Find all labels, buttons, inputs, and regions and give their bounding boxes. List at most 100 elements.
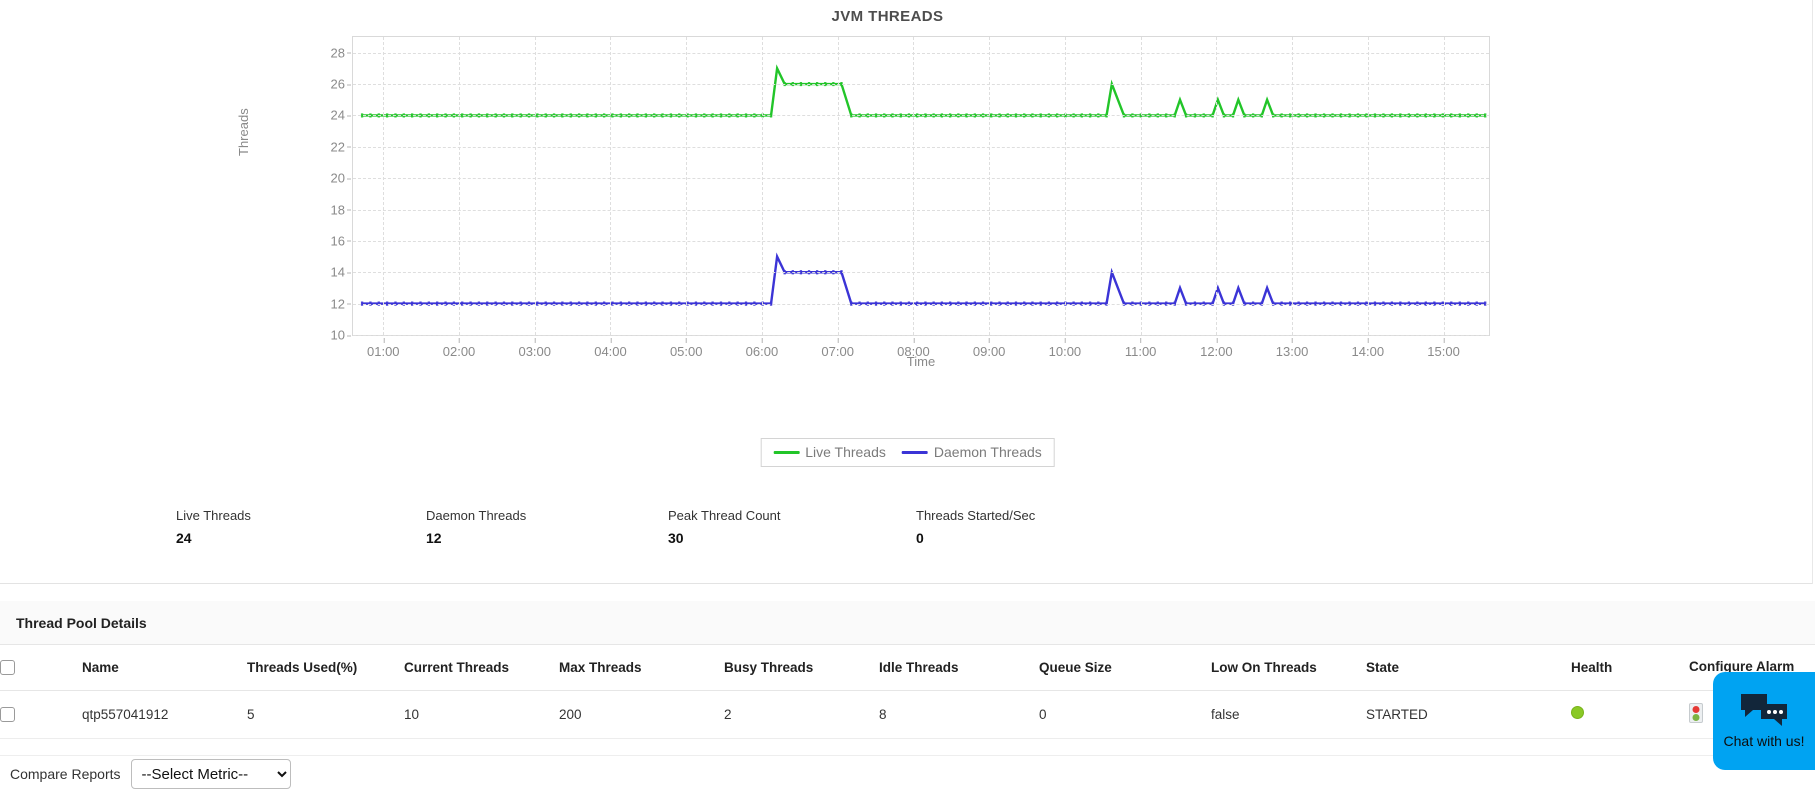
grid-line bbox=[353, 146, 1489, 148]
legend-item-live-threads[interactable]: Live Threads bbox=[773, 444, 886, 460]
table-row[interactable]: qtp557041912 5 10 200 2 8 0 false STARTE… bbox=[0, 690, 1815, 739]
x-axis-tick: 06:00 bbox=[745, 338, 779, 359]
chat-with-us-widget[interactable]: Chat with us! bbox=[1713, 672, 1815, 770]
grid-line bbox=[989, 37, 991, 335]
cell-name: qtp557041912 bbox=[82, 690, 247, 739]
column-header-threads-used[interactable]: Threads Used(%) bbox=[247, 645, 404, 691]
grid-line bbox=[913, 37, 915, 335]
column-header-idle-threads[interactable]: Idle Threads bbox=[879, 645, 1039, 691]
x-axis-tick: 02:00 bbox=[442, 338, 476, 359]
cell-max-threads: 200 bbox=[559, 690, 724, 739]
select-all-checkbox[interactable] bbox=[0, 660, 15, 676]
grid-line bbox=[1443, 37, 1445, 335]
y-axis-tick: 14 bbox=[330, 264, 352, 280]
y-axis-tick: 10 bbox=[330, 327, 352, 343]
column-header-current-threads[interactable]: Current Threads bbox=[404, 645, 559, 691]
metric-peak-thread-count: Peak Thread Count 30 bbox=[668, 508, 781, 546]
x-axis-tick: 13:00 bbox=[1275, 338, 1309, 359]
x-axis-label: Time bbox=[906, 354, 936, 369]
legend-swatch-icon bbox=[901, 450, 928, 454]
y-axis-tick: 22 bbox=[330, 139, 352, 155]
x-axis-tick: 11:00 bbox=[1124, 338, 1157, 359]
y-axis-tick: 24 bbox=[330, 107, 352, 123]
series-markers bbox=[361, 84, 1486, 115]
page-title: JVM THREADS bbox=[831, 8, 944, 25]
metric-label: Live Threads bbox=[176, 508, 251, 523]
plot-box: 28 26 24 22 20 18 16 14 12 10 01:00 02:00 03:00 04:00… bbox=[331, 36, 1490, 359]
metric-threads-started-per-sec: Threads Started/Sec 0 bbox=[916, 508, 1035, 546]
cell-state: STARTED bbox=[1366, 690, 1571, 739]
metric-live-threads: Live Threads 24 bbox=[176, 508, 251, 546]
chart-plot-area: Threads 28 26 24 22 20 18 16 14 12 10 01:00 02:00 03… bbox=[236, 36, 1490, 381]
select-all-header bbox=[0, 645, 82, 691]
grid-line bbox=[353, 335, 1489, 336]
x-axis-tick: 08:00 bbox=[897, 338, 930, 359]
metric-value: 0 bbox=[916, 530, 924, 546]
summary-metrics: Live Threads 24 Daemon Threads 12 Peak T… bbox=[0, 508, 1100, 568]
grid-line bbox=[353, 303, 1489, 305]
column-header-name[interactable]: Name bbox=[82, 645, 247, 691]
column-header-low-on-threads[interactable]: Low On Threads bbox=[1211, 645, 1366, 691]
metric-label: Peak Thread Count bbox=[668, 508, 781, 523]
grid-line bbox=[1064, 37, 1066, 335]
cell-current-threads: 10 bbox=[404, 690, 559, 739]
x-axis-tick: 07:00 bbox=[821, 338, 854, 359]
chat-widget-label: Chat with us! bbox=[1723, 733, 1805, 750]
metric-label: Daemon Threads bbox=[426, 508, 527, 523]
compare-reports-label: Compare Reports bbox=[10, 766, 121, 782]
x-axis-tick: 09:00 bbox=[972, 338, 1006, 359]
grid-line bbox=[353, 272, 1489, 274]
row-checkbox[interactable] bbox=[0, 707, 15, 723]
metric-select[interactable]: --Select Metric-- bbox=[130, 759, 291, 789]
y-axis-label: Threads bbox=[236, 108, 251, 156]
x-axis-tick: 12:00 bbox=[1200, 338, 1233, 359]
x-axis-tick: 15:00 bbox=[1427, 338, 1460, 359]
column-header-busy-threads[interactable]: Busy Threads bbox=[724, 645, 879, 691]
metric-value: 30 bbox=[668, 530, 684, 546]
thread-pool-table: Name Threads Used(%) Current Threads Max… bbox=[0, 645, 1815, 739]
x-axis-tick: 01:00 bbox=[367, 338, 400, 359]
cell-low-on-threads: false bbox=[1211, 690, 1366, 739]
right-edge-divider bbox=[1812, 0, 1815, 584]
column-header-state[interactable]: State bbox=[1366, 645, 1571, 691]
column-header-max-threads[interactable]: Max Threads bbox=[559, 645, 724, 691]
y-axis-tick: 28 bbox=[330, 45, 352, 61]
chart-legend: Live Threads Daemon Threads bbox=[760, 438, 1055, 467]
y-axis-tick: 26 bbox=[330, 76, 352, 92]
grid-line bbox=[686, 37, 688, 335]
grid-line bbox=[383, 37, 385, 335]
grid-line bbox=[353, 178, 1489, 180]
metric-value: 12 bbox=[426, 530, 442, 546]
grid-line bbox=[353, 52, 1489, 54]
grid-line bbox=[353, 84, 1489, 86]
series-line-daemon-threads bbox=[362, 257, 1485, 304]
series-line-live-threads bbox=[362, 68, 1485, 115]
legend-swatch-icon bbox=[773, 450, 800, 454]
compare-reports-bar: Compare Reports --Select Metric-- bbox=[0, 755, 1815, 792]
series-markers bbox=[361, 272, 1486, 303]
jvm-threads-chart-card: JVM THREADS Threads 28 26 24 22 20 18 16 14 12 10… bbox=[0, 0, 1815, 584]
grid-line bbox=[1292, 37, 1294, 335]
traffic-light-icon[interactable] bbox=[1689, 702, 1703, 723]
grid-line bbox=[353, 115, 1489, 117]
cell-health bbox=[1571, 690, 1689, 739]
column-header-health[interactable]: Health bbox=[1571, 645, 1689, 691]
legend-item-daemon-threads[interactable]: Daemon Threads bbox=[901, 444, 1042, 460]
grid-line bbox=[837, 37, 839, 335]
grid-line bbox=[534, 37, 536, 335]
y-axis-tick: 18 bbox=[330, 202, 352, 218]
status-badge bbox=[1571, 706, 1584, 720]
cell-queue-size: 0 bbox=[1039, 690, 1211, 739]
x-axis-tick: 04:00 bbox=[594, 338, 627, 359]
chart-svg bbox=[353, 37, 1489, 335]
grid-line bbox=[459, 37, 461, 335]
thread-pool-details-heading: Thread Pool Details bbox=[0, 601, 1815, 645]
grid-line bbox=[1367, 37, 1369, 335]
table-header-row: Name Threads Used(%) Current Threads Max… bbox=[0, 645, 1815, 691]
metric-label: Threads Started/Sec bbox=[916, 508, 1036, 523]
metric-daemon-threads: Daemon Threads 12 bbox=[426, 508, 526, 546]
grid-line bbox=[353, 240, 1489, 242]
column-header-queue-size[interactable]: Queue Size bbox=[1039, 645, 1211, 691]
x-axis-tick: 14:00 bbox=[1351, 338, 1385, 359]
